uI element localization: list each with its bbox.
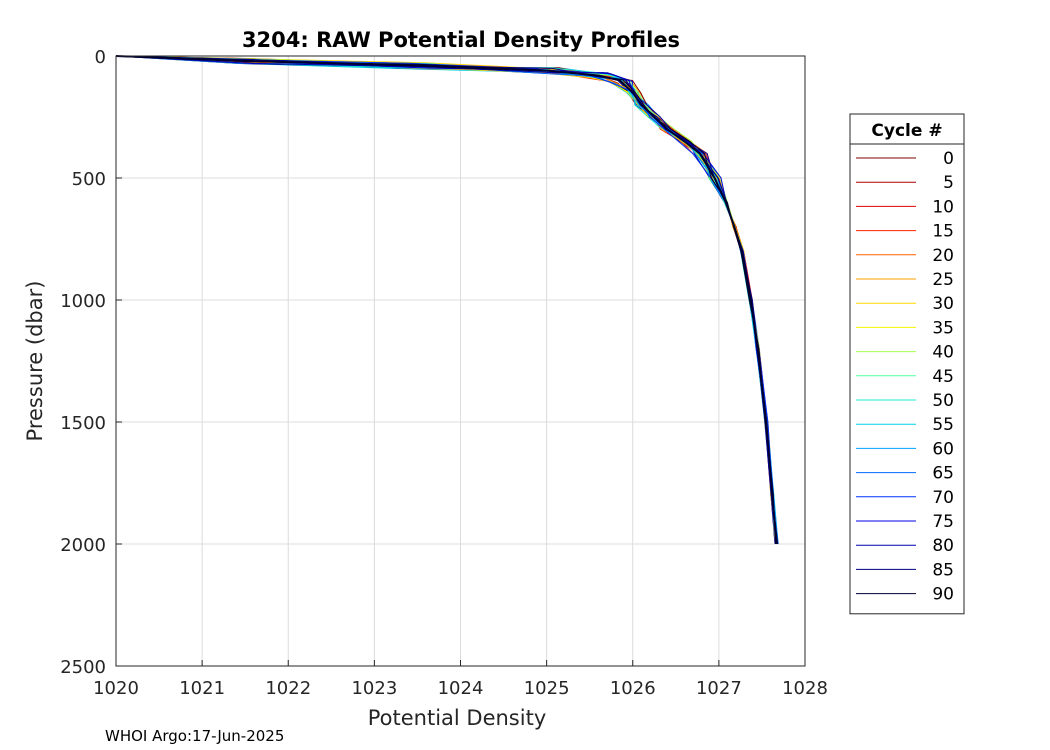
legend-title: Cycle # [871, 121, 942, 141]
legend-entry-label: 60 [932, 439, 954, 459]
legend-entry-label: 80 [932, 536, 954, 556]
profile-line-latest [115, 55, 778, 545]
legend: Cycle #0 5 10 15 20 25 30 35 40 45 50 55 60 65 70 75 80 8… [849, 113, 965, 615]
legend-box [849, 113, 965, 615]
x-tick-label: 1026 [610, 678, 656, 699]
y-tick-label: 1000 [60, 291, 106, 312]
x-tick-label: 1025 [524, 678, 570, 699]
y-axis-label: Pressure (dbar) [23, 281, 47, 442]
legend-entry-label: 70 [932, 488, 954, 508]
x-tick-label: 1027 [696, 678, 742, 699]
legend-entry-label: 50 [932, 391, 954, 411]
x-tick-label: 1022 [265, 678, 311, 699]
y-tick-label: 1500 [60, 413, 106, 434]
legend-entry-label: 65 [932, 464, 954, 484]
chart-title: 3204: RAW Potential Density Profiles [242, 28, 680, 52]
legend-entry-label: 85 [932, 560, 954, 580]
legend-entry-label: 10 [932, 197, 954, 217]
legend-entry-label: 40 [932, 343, 954, 363]
legend-entry-label: 30 [932, 294, 954, 314]
legend-entry-label: 90 [932, 585, 954, 605]
legend-entry-label: 5 [943, 173, 954, 193]
legend-entry-label: 75 [932, 512, 954, 532]
x-tick-label: 1023 [351, 678, 397, 699]
legend-entry-label: 0 [943, 149, 954, 169]
y-tick-label: 2000 [60, 535, 106, 556]
x-tick-label: 1028 [782, 678, 828, 699]
plot-area: 1020 1021 1022 1023 1024 1025 1026 1027 1028 0 500… [60, 47, 828, 699]
legend-entry-label: 25 [932, 270, 954, 290]
x-axis-label: Potential Density [368, 706, 547, 730]
x-tick-label: 1020 [93, 678, 139, 699]
y-tick-label: 500 [72, 169, 106, 190]
x-tick-label: 1021 [179, 678, 225, 699]
axes-frame [115, 55, 806, 667]
x-tick-label: 1024 [438, 678, 484, 699]
y-tick-label: 0 [95, 47, 106, 68]
y-tick-label: 2500 [60, 657, 106, 678]
legend-entry-label: 35 [932, 318, 954, 338]
legend-entry-label: 45 [932, 367, 954, 387]
legend-entry-label: 20 [932, 246, 954, 266]
legend-entry-label: 15 [932, 222, 954, 242]
footer-text: WHOI Argo:17-Jun-2025 [105, 727, 284, 745]
profile-lines [115, 55, 779, 545]
legend-entry-label: 55 [932, 415, 954, 435]
